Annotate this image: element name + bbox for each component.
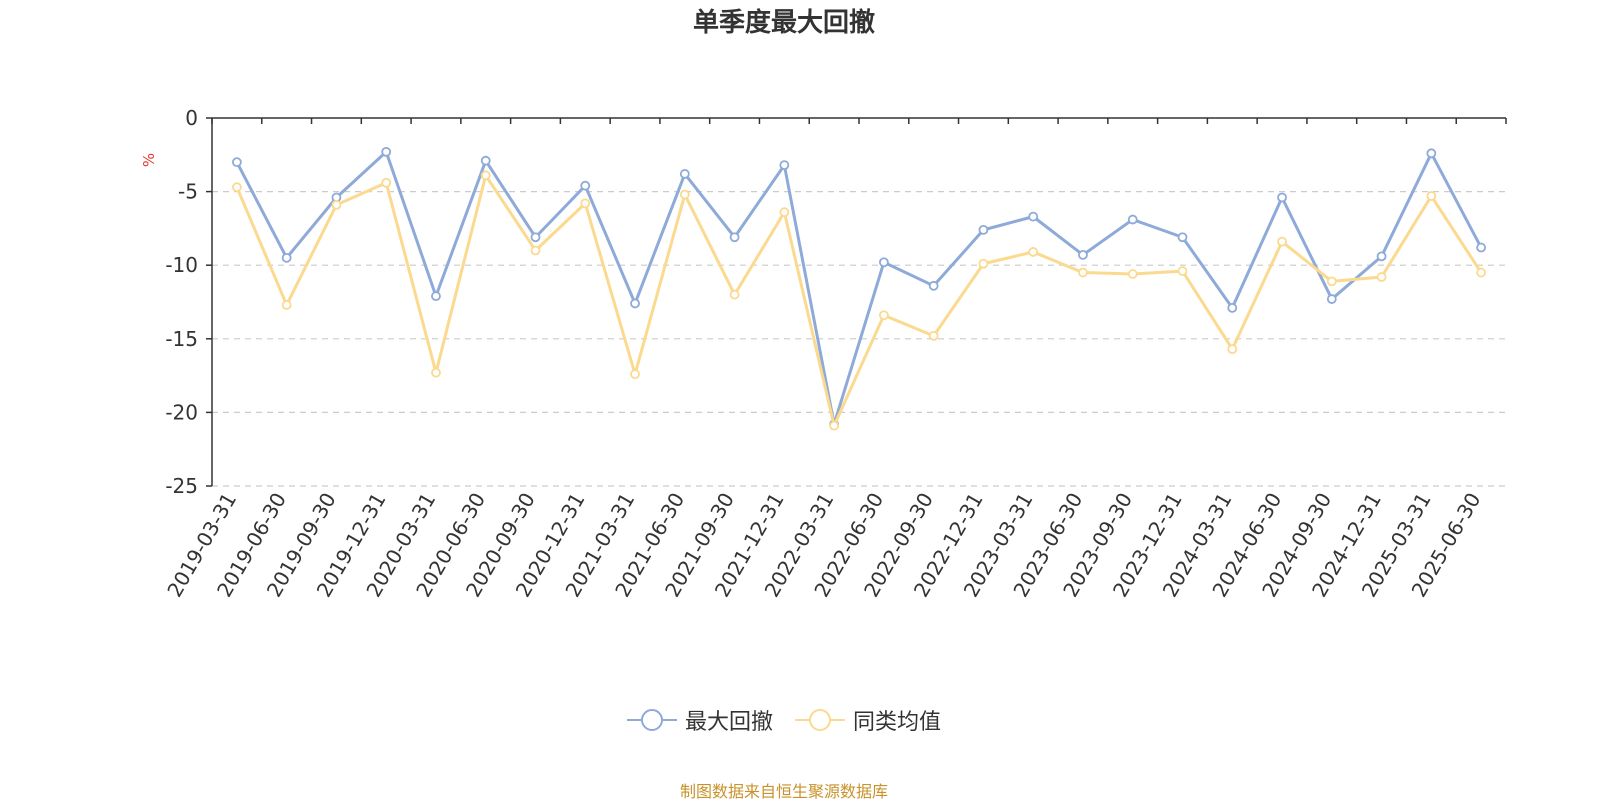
- grid-lines: [212, 191, 1506, 487]
- data-point: [1376, 272, 1387, 282]
- data-point: [1227, 302, 1238, 313]
- data-point: [1177, 232, 1188, 243]
- y-tick-label: -15: [165, 327, 198, 351]
- data-point: [331, 199, 342, 210]
- series-line-1: [235, 150, 1483, 426]
- data-point: [978, 258, 989, 269]
- axes: [206, 117, 1507, 487]
- series-line-2: [235, 173, 1483, 428]
- legend-marker-series-1: [626, 709, 677, 731]
- data-point: [630, 369, 640, 380]
- data-point: [630, 298, 640, 309]
- data-point: [1476, 267, 1487, 278]
- data-point: [381, 146, 392, 157]
- y-tick-label: 0: [185, 106, 198, 130]
- data-point: [431, 367, 441, 378]
- y-tick-label: -5: [178, 180, 198, 204]
- data-point: [1078, 249, 1088, 260]
- data-point: [679, 169, 690, 179]
- series-lines: [231, 146, 1487, 431]
- data-point: [580, 180, 591, 191]
- data-point: [480, 170, 491, 181]
- data-point: [1277, 236, 1287, 247]
- data-point: [1326, 276, 1337, 287]
- data-point: [779, 207, 790, 218]
- data-point: [1326, 294, 1337, 304]
- data-point: [978, 224, 989, 235]
- data-point: [729, 232, 740, 243]
- data-point: [1476, 242, 1487, 253]
- y-tick-label: -20: [165, 400, 198, 424]
- data-point: [1227, 344, 1238, 355]
- data-point: [580, 198, 591, 209]
- series-2: [231, 170, 1487, 431]
- data-point: [729, 289, 740, 300]
- data-point: [679, 189, 690, 200]
- data-point: [1277, 192, 1287, 203]
- data-point: [1177, 266, 1188, 276]
- line-chart: 0-5-10-15-20-252019-03-312019-06-302019-…: [140, 106, 1507, 601]
- data-point: [1028, 211, 1039, 222]
- data-point: [928, 330, 939, 341]
- data-point: [530, 232, 541, 243]
- data-point: [1028, 247, 1039, 257]
- data-point: [928, 280, 939, 291]
- y-tick-label: -25: [165, 474, 198, 498]
- data-point: [1426, 148, 1437, 159]
- data-point: [480, 155, 491, 166]
- legend-label-series-2: 同类均值: [853, 710, 942, 735]
- source-note: 制图数据来自恒生聚源数据库: [679, 782, 888, 801]
- legend-label-series-1: 最大回撤: [684, 710, 773, 735]
- series-1: [231, 146, 1487, 430]
- data-point: [231, 157, 242, 168]
- data-point: [829, 420, 840, 431]
- legend-item-series-2[interactable]: 同类均值: [795, 704, 941, 736]
- data-point: [231, 182, 242, 193]
- data-point: [530, 245, 541, 256]
- data-point: [1078, 267, 1088, 278]
- data-point: [1127, 214, 1138, 225]
- data-point: [281, 252, 292, 263]
- legend-item-series-1[interactable]: 最大回撤: [626, 704, 773, 736]
- data-point: [281, 300, 292, 310]
- legend-marker-series-2: [795, 709, 845, 731]
- data-point: [779, 160, 790, 171]
- data-point: [1426, 191, 1437, 201]
- axis-labels: 0-5-10-15-20-252019-03-312019-06-302019-…: [162, 106, 1485, 601]
- y-tick-label: -10: [165, 253, 198, 277]
- data-point: [1376, 251, 1387, 262]
- data-point: [431, 291, 441, 302]
- y-unit-label: %: [140, 153, 158, 167]
- chart-title: 单季度最大回撤: [692, 8, 875, 38]
- data-point: [381, 177, 392, 188]
- data-point: [1127, 269, 1138, 279]
- data-point: [878, 257, 889, 268]
- legend: 最大回撤 同类均值: [0, 704, 1568, 736]
- data-point: [878, 310, 889, 321]
